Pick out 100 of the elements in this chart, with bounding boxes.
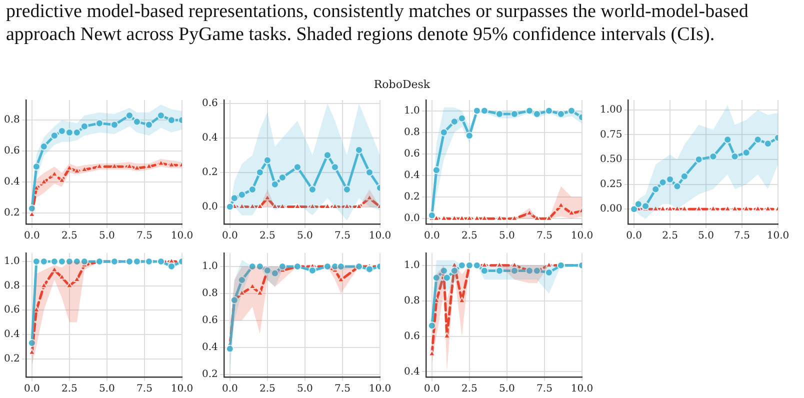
x-tick-label: 7.5 <box>734 230 750 242</box>
y-tick-label: 1.00 <box>600 104 622 116</box>
y-tick-label: 1.0 <box>404 260 420 271</box>
x-tick-label: 2.5 <box>259 384 276 395</box>
point <box>167 116 176 124</box>
point <box>32 258 40 266</box>
y-tick-label: 0.50 <box>600 154 622 166</box>
y-tick-label: 1.0 <box>4 256 20 268</box>
y-tick-label: 0.8 <box>404 126 420 138</box>
y-tick-label: 0.0 <box>202 201 218 212</box>
y-tick-label: 1.0 <box>404 105 420 116</box>
point <box>545 214 553 221</box>
x-tick-label: 10.0 <box>766 230 790 242</box>
y-tick-label: 0.4 <box>404 170 420 182</box>
point <box>270 180 279 188</box>
point <box>428 322 436 330</box>
point <box>450 266 458 275</box>
point <box>495 266 504 275</box>
point <box>544 106 553 115</box>
y-tick-label: 0.75 <box>600 129 622 140</box>
y-tick-label: 0.6 <box>202 314 218 326</box>
point <box>66 282 73 288</box>
point <box>156 112 165 120</box>
x-tick-label: 7.5 <box>136 384 152 395</box>
x-tick-label: 7.5 <box>536 384 552 395</box>
point <box>680 172 688 180</box>
point <box>754 136 762 144</box>
point <box>28 338 36 347</box>
point <box>666 175 674 184</box>
x-tick-label: 7.5 <box>136 230 152 242</box>
x-tick-label: 5.0 <box>499 384 515 395</box>
y-tick-label: 0.6 <box>4 146 20 157</box>
point <box>466 214 473 221</box>
x-tick-label: 7.5 <box>334 384 350 395</box>
point <box>709 152 718 161</box>
point <box>238 276 246 284</box>
text: approach Newt across PyGame tasks. Shaded regions denote 95% confidence intervals (CIs). <box>6 23 716 46</box>
point <box>50 132 58 140</box>
point <box>110 120 118 129</box>
point <box>256 168 264 176</box>
point <box>263 156 272 164</box>
point <box>432 166 440 174</box>
y-tick-label: 0.6 <box>404 330 420 342</box>
point <box>694 156 703 164</box>
y-tick-label: 0.2 <box>404 192 420 203</box>
point <box>32 162 40 171</box>
point <box>365 265 374 274</box>
y-tick-label: 0.8 <box>202 288 218 300</box>
point <box>458 261 466 270</box>
point <box>144 120 153 129</box>
y-tick-label: 0.4 <box>4 329 20 340</box>
x-tick-label: 5.0 <box>297 230 313 242</box>
y-tick-label: 0.8 <box>4 280 20 292</box>
point <box>730 152 739 161</box>
x-tick-label: 10.0 <box>368 230 392 242</box>
y-tick-label: 0.25 <box>600 178 622 190</box>
x-tick-label: 10.0 <box>570 384 594 395</box>
x-tick-label: 0.0 <box>24 384 40 395</box>
point <box>567 106 576 115</box>
point <box>724 136 732 144</box>
y-tick-label: 0.6 <box>404 148 420 160</box>
y-tick-label: 0.00 <box>600 204 622 215</box>
point <box>510 266 518 275</box>
x-tick-label: 10.0 <box>570 230 594 242</box>
point <box>658 178 667 186</box>
x-tick-label: 0.0 <box>24 230 40 242</box>
point <box>666 205 674 212</box>
point <box>66 164 73 170</box>
point <box>80 258 88 266</box>
x-tick-label: 2.5 <box>61 384 78 395</box>
point <box>652 185 660 194</box>
point <box>293 163 302 172</box>
point <box>125 112 134 120</box>
point <box>480 266 488 275</box>
point <box>238 190 246 199</box>
point <box>428 211 436 220</box>
point <box>132 118 141 126</box>
x-tick-label: 10.0 <box>368 384 392 395</box>
point <box>440 128 448 136</box>
point <box>458 114 466 122</box>
x-tick-label: 5.0 <box>499 230 515 242</box>
x-tick-label: 0.0 <box>222 384 238 395</box>
point <box>58 176 66 183</box>
point <box>465 132 474 140</box>
point <box>365 168 374 176</box>
point <box>673 182 682 190</box>
point <box>95 119 104 128</box>
point <box>432 274 440 282</box>
x-tick-label: 7.5 <box>536 230 552 242</box>
point <box>634 200 642 208</box>
point <box>226 344 234 353</box>
y-tick-label: 0.2 <box>202 166 218 178</box>
x-tick-label: 2.5 <box>461 230 478 242</box>
point <box>65 128 74 137</box>
point <box>742 148 750 157</box>
y-tick-label: 0.8 <box>4 114 20 126</box>
y-tick-label: 0.2 <box>202 368 218 380</box>
point <box>256 289 264 296</box>
text: predictive model-based representations, consistently matches or surpasses the world-model-based <box>6 0 748 23</box>
point <box>480 106 488 115</box>
